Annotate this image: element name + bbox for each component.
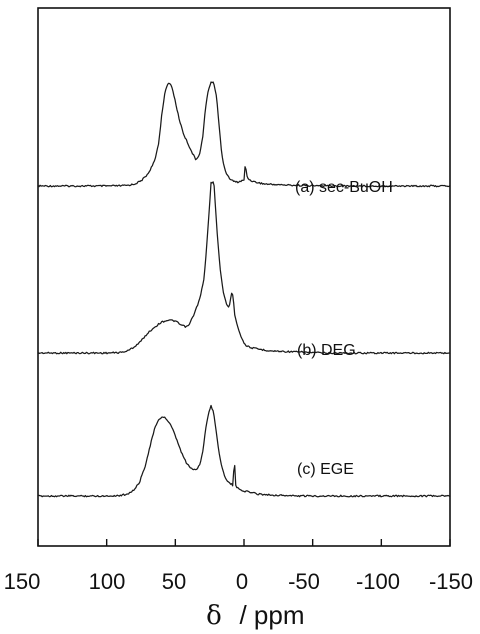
tick-label-50: 50	[162, 569, 186, 594]
x-axis-ticks	[37, 539, 451, 546]
spectrum-trace-c	[37, 404, 451, 498]
tick-label-150: 150	[4, 569, 41, 594]
series-label-a: (a) sec-BuOH	[295, 179, 393, 196]
tick-label-minus-50: -50	[288, 569, 320, 594]
x-axis-tick-labels: 150 100 50 0 -50 -100 -150	[4, 569, 473, 594]
tick-label-100: 100	[89, 569, 126, 594]
tick-label-0: 0	[236, 569, 248, 594]
x-axis-title: δ / ppm	[206, 600, 304, 631]
spectrum-trace-a	[37, 81, 451, 188]
series-label-b: (b) DEG	[297, 342, 356, 359]
plot-frame	[37, 7, 451, 547]
series-labels: (a) sec-BuOH (b) DEG (c) EGE	[295, 179, 393, 478]
spectrum-trace-b	[37, 181, 451, 355]
x-axis-symbol: δ	[206, 601, 222, 631]
tick-label-minus-150: -150	[429, 569, 473, 594]
tick-label-minus-100: -100	[356, 569, 400, 594]
x-axis-unit: / ppm	[239, 600, 304, 630]
spectra-traces	[37, 81, 451, 498]
series-label-c: (c) EGE	[297, 461, 354, 478]
